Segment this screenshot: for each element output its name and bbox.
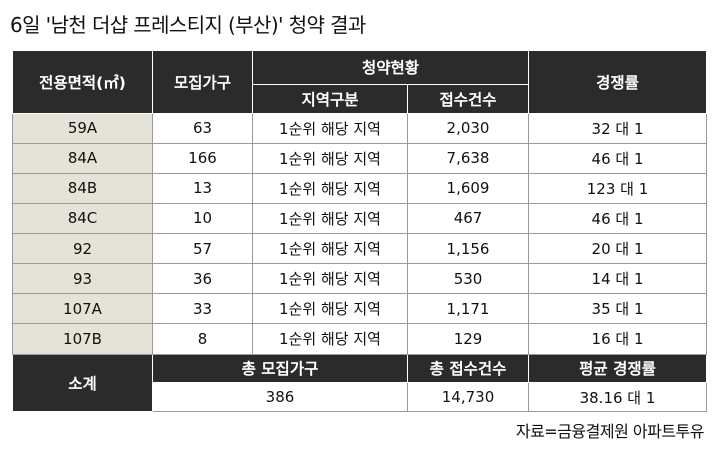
cell-households: 33 [152,293,253,325]
cell-households: 166 [152,142,253,174]
cell-applications: 2,030 [406,112,530,144]
summary-value-row: 386 14,730 38.16 대 1 [13,382,708,412]
cell-area: 92 [12,233,153,265]
cell-region: 1순위 해당 지역 [252,323,408,355]
table-row: 84A 166 1순위 해당 지역 7,638 46 대 1 [12,142,708,174]
cell-households: 57 [152,233,253,265]
cell-area: 84C [12,202,153,235]
table-row: 84B 13 1순위 해당 지역 1,609 123 대 1 [12,172,708,204]
cell-competition: 35 대 1 [528,293,708,325]
table-row: 59A 63 1순위 해당 지역 2,030 32 대 1 [12,112,708,144]
summary-total-applications-label: 총 접수건수 [406,353,530,384]
cell-applications: 530 [406,263,530,295]
summary-total-applications: 14,730 [406,382,530,412]
summary-total-households: 386 [152,382,408,412]
cell-applications: 467 [406,202,530,235]
cell-area: 107B [12,323,153,355]
cell-competition: 123 대 1 [528,172,708,204]
cell-competition: 20 대 1 [528,233,708,265]
results-table: 전용면적(㎡) 모집가구 청약현황 경쟁률 지역구분 접수건수 59A 63 1… [12,50,708,413]
cell-region: 1순위 해당 지역 [252,202,408,235]
summary-avg-competition-label: 평균 경쟁률 [528,353,708,384]
header-status: 청약현황 [251,50,530,85]
cell-region: 1순위 해당 지역 [252,172,408,204]
table-row: 93 36 1순위 해당 지역 530 14 대 1 [12,263,708,295]
cell-area: 107A [12,293,153,325]
cell-competition: 32 대 1 [528,112,708,144]
table-row: 84C 10 1순위 해당 지역 467 46 대 1 [12,202,708,235]
cell-households: 63 [152,112,253,144]
cell-households: 10 [152,202,253,235]
cell-applications: 1,171 [406,293,530,325]
table-row: 107A 33 1순위 해당 지역 1,171 35 대 1 [12,293,708,325]
cell-households: 8 [152,323,253,355]
summary-label: 소계 [12,353,153,413]
header-subrow: 지역구분 접수건수 [13,83,707,114]
cell-region: 1순위 해당 지역 [252,263,408,295]
cell-applications: 1,609 [406,172,530,204]
cell-competition: 16 대 1 [528,323,708,355]
summary-total-households-label: 총 모집가구 [152,353,408,384]
cell-region: 1순위 해당 지역 [252,142,408,174]
cell-applications: 1,156 [406,233,530,265]
cell-competition: 14 대 1 [528,263,708,295]
source-credit: 자료=금융결제원 아파트투유 [515,422,705,441]
page-title: 6일 '남천 더샵 프레스티지 (부산)' 청약 결과 [10,13,366,37]
cell-households: 36 [152,263,253,295]
summary-avg-competition: 38.16 대 1 [528,382,708,412]
cell-area: 84A [12,142,153,174]
cell-region: 1순위 해당 지역 [252,112,408,144]
header-competition: 경쟁률 [528,50,708,114]
header-applications: 접수건수 [406,83,530,114]
cell-region: 1순위 해당 지역 [252,293,408,325]
table-row: 92 57 1순위 해당 지역 1,156 20 대 1 [12,233,708,265]
header-households: 모집가구 [152,50,253,114]
header-row: 전용면적(㎡) 모집가구 청약현황 경쟁률 [12,50,708,114]
cell-households: 13 [152,172,253,204]
cell-area: 93 [12,263,153,295]
cell-area: 84B [12,172,153,204]
cell-competition: 46 대 1 [528,202,708,235]
cell-applications: 129 [406,323,530,355]
cell-competition: 46 대 1 [528,142,708,174]
header-region: 지역구분 [252,83,408,114]
header-area: 전용면적(㎡) [12,50,153,114]
cell-applications: 7,638 [406,142,530,174]
cell-region: 1순위 해당 지역 [252,233,408,265]
table-row: 107B 8 1순위 해당 지역 129 16 대 1 [12,323,708,355]
cell-area: 59A [12,112,153,144]
summary-header-row: 소계 총 모집가구 총 접수건수 평균 경쟁률 [12,353,708,413]
